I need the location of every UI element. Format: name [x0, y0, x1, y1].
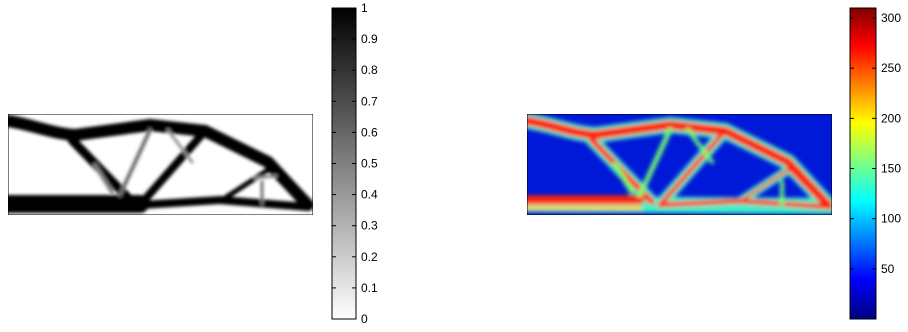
- stress-structure: [527, 114, 832, 214]
- colorbar-tick-label: 0: [361, 312, 368, 326]
- colorbar-tick-label: 250: [881, 61, 901, 75]
- stress-plot: [527, 114, 832, 215]
- colorbar-tick-label: 0.5: [361, 157, 378, 171]
- stress-panel: 300 250 200 150 100 50: [527, 7, 901, 320]
- colorbar-tick-label: 50: [881, 262, 895, 276]
- colorbar-tick-label: 100: [881, 212, 901, 226]
- colorbar-tick-label: 0.2: [361, 250, 378, 264]
- colorbar-tick-label: 150: [881, 162, 901, 176]
- colorbar-tick-label: 1: [361, 1, 368, 15]
- density-plot: [8, 114, 313, 215]
- colorbar-tick-label: 200: [881, 111, 901, 125]
- stress-colorbar: 300 250 200 150 100 50: [849, 7, 901, 320]
- density-colorbar: 1 0.9 0.8 0.7 0.6 0.5 0.4 0.3 0.2 0.1 0: [331, 1, 378, 326]
- colorbar-tick-label: 0.1: [361, 281, 378, 295]
- density-structure: [8, 115, 313, 213]
- colorbar-tick-label: 0.7: [361, 94, 378, 108]
- density-colorbar-ticks: 1 0.9 0.8 0.7 0.6 0.5 0.4 0.3 0.2 0.1 0: [332, 1, 378, 326]
- density-panel: 1 0.9 0.8 0.7 0.6 0.5 0.4 0.3 0.2 0.1 0: [8, 1, 378, 326]
- colorbar-tick-label: 0.3: [361, 219, 378, 233]
- stress-colorbar-gradient: [849, 7, 877, 320]
- colorbar-tick-label: 0.6: [361, 125, 378, 139]
- colorbar-tick-label: 300: [881, 11, 901, 25]
- colorbar-tick-label: 0.4: [361, 188, 378, 202]
- colorbar-tick-label: 0.9: [361, 32, 378, 46]
- colorbar-tick-label: 0.8: [361, 63, 378, 77]
- stress-colorbar-ticks: 300 250 200 150 100 50: [850, 11, 901, 276]
